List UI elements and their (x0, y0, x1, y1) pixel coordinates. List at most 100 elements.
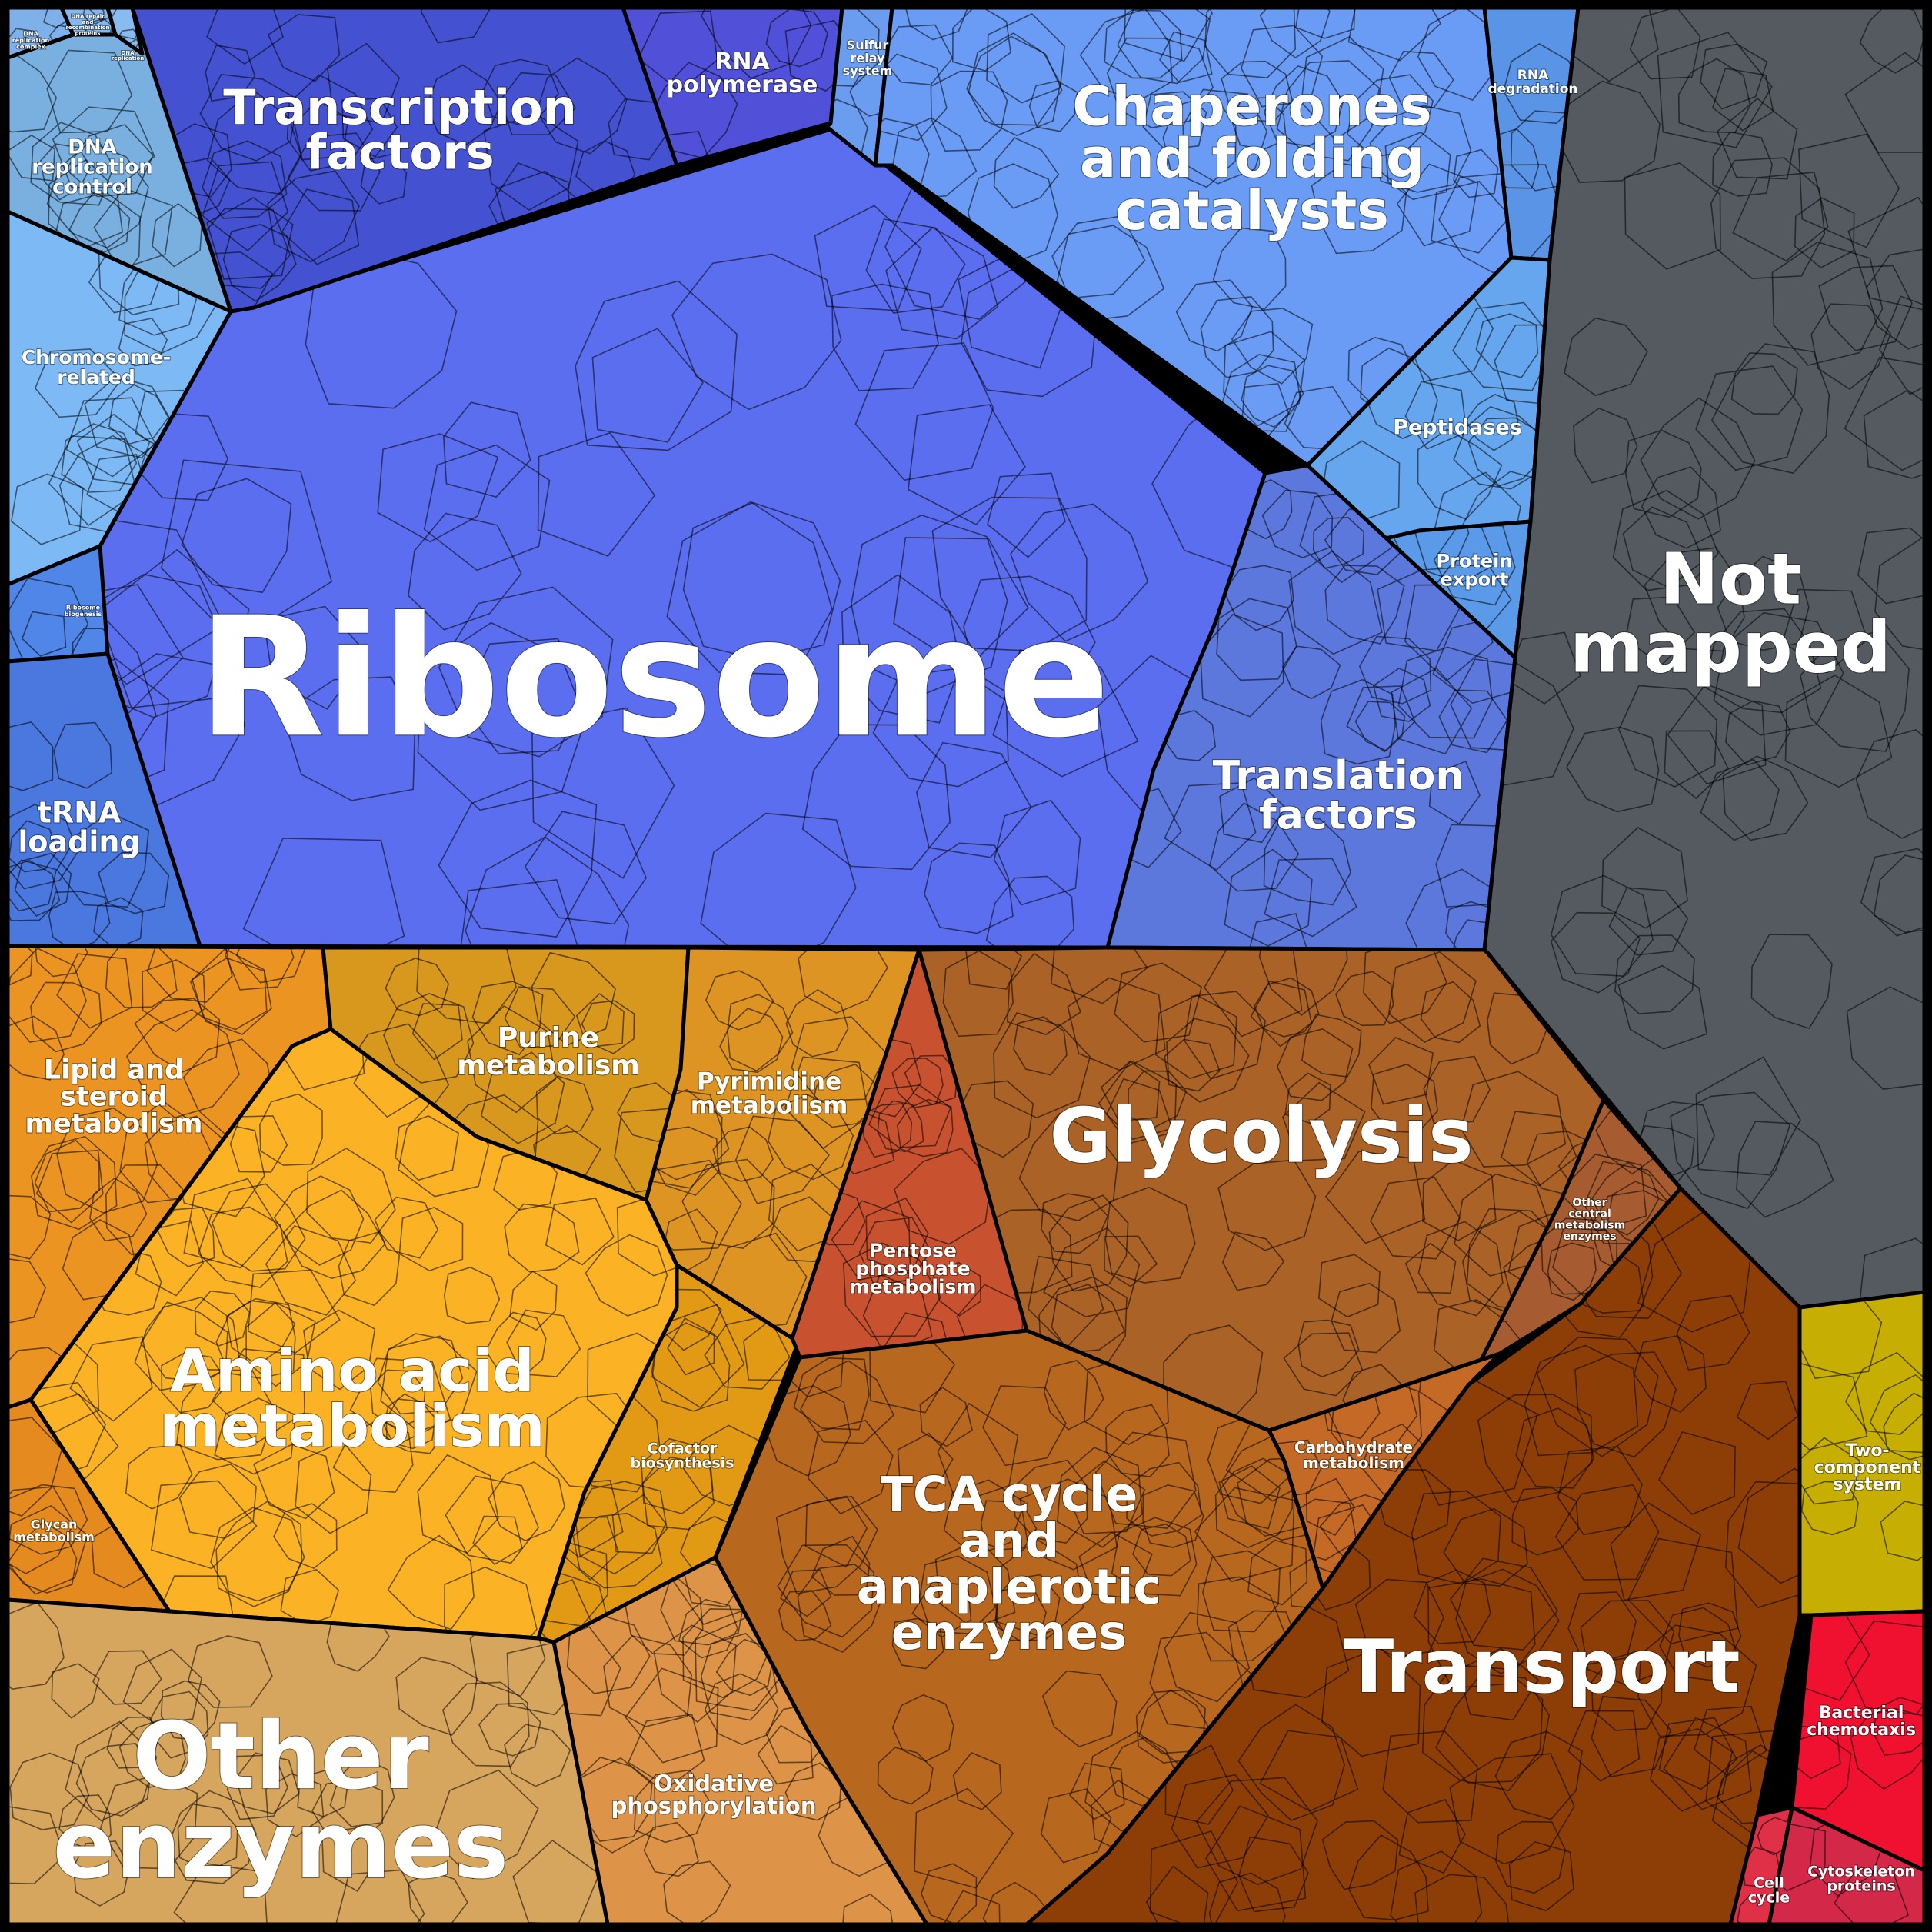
protein-tile (488, 1461, 565, 1541)
protein-tile (370, 1369, 426, 1430)
protein-tile (72, 1840, 131, 1907)
protein-tile (1637, 1624, 1757, 1737)
protein-tile (1321, 1647, 1421, 1757)
protein-tile (952, 1751, 1002, 1810)
protein-tile (1511, 1487, 1580, 1556)
protein-tile (1601, 827, 1688, 929)
protein-tile (125, 1008, 240, 1118)
protein-tile (1716, 98, 1798, 180)
protein-tile (377, 433, 499, 543)
protein-tile (1263, 65, 1344, 147)
protein-tile (1567, 1710, 1641, 1782)
protein-tile (8, 804, 78, 890)
protein-tile (1711, 1750, 1800, 1847)
protein-tile (1536, 1336, 1659, 1457)
protein-tile (61, 423, 138, 493)
protein-tile (1608, 887, 1689, 956)
label-cell-cycle: Cell cycle (1748, 1874, 1790, 1906)
protein-tile (1317, 1254, 1381, 1318)
protein-tile (1354, 1578, 1444, 1658)
protein-tile (1455, 1568, 1560, 1675)
protein-tile (1105, 1404, 1170, 1478)
protein-tiles-glycolysis (942, 948, 1681, 1427)
protein-tile (1566, 726, 1660, 813)
protein-tile (281, 188, 360, 265)
protein-tile (868, 1084, 951, 1148)
protein-tile (215, 1297, 296, 1379)
protein-tile (457, 879, 585, 950)
protein-tile (1612, 489, 1719, 591)
protein-tile (8, 1805, 65, 1885)
protein-tile (8, 1015, 65, 1081)
protein-tile (160, 1680, 221, 1741)
protein-tile (395, 1115, 459, 1181)
protein-tile (535, 1075, 594, 1135)
protein-tile (785, 988, 849, 1058)
protein-tile (504, 986, 576, 1049)
protein-tile (712, 1126, 774, 1182)
region-fill-transcription-factors (132, 8, 677, 311)
region-fill-bacterial-chemotaxis (1792, 1611, 1924, 1870)
protein-tile (1334, 971, 1394, 1027)
protein-tile (1219, 777, 1287, 844)
protein-tile (807, 1419, 894, 1515)
protein-tile (651, 1304, 745, 1409)
protein-tile (1384, 132, 1451, 201)
protein-tile (524, 811, 648, 925)
protein-tile (377, 1333, 464, 1415)
protein-tile (438, 779, 598, 938)
label-dna-replication: DNA replication (112, 50, 144, 62)
protein-tile (118, 1718, 186, 1788)
protein-tile (1220, 354, 1301, 432)
protein-tile (395, 1657, 478, 1736)
label-line: Protein (1437, 551, 1513, 572)
protein-tile (1205, 1805, 1307, 1912)
protein-tile (1247, 1539, 1308, 1606)
label-line: Peptidases (1393, 416, 1522, 440)
protein-tile (1547, 1242, 1597, 1301)
protein-tile (1657, 32, 1773, 148)
protein-tile (1331, 1377, 1423, 1473)
protein-tile (1111, 1517, 1198, 1597)
label-line: anaplerotic (857, 1558, 1161, 1614)
protein-tile (858, 1217, 932, 1286)
label-line: biogenesis (65, 611, 102, 618)
protein-tile (1105, 1078, 1173, 1141)
protein-tile (1700, 758, 1780, 841)
protein-tile (166, 1790, 258, 1884)
protein-tile (1670, 1091, 1791, 1210)
label-line: polymerase (667, 72, 818, 98)
protein-tile (1331, 1282, 1401, 1354)
protein-tile (438, 586, 614, 758)
protein-tile (51, 1663, 100, 1719)
label-line: Chaperones (1072, 75, 1432, 138)
label-line: export (1441, 569, 1509, 591)
protein-tile (8, 28, 42, 58)
protein-tile (1269, 1439, 1322, 1498)
label-other-central: Other central metabolism enzymes (1554, 1197, 1625, 1243)
region-fill-sulfur-relay (827, 8, 892, 165)
protein-tile (1164, 782, 1257, 871)
label-line: recombination (65, 25, 109, 31)
region-fill-other-enzymes (8, 1600, 608, 1924)
protein-tile (10, 473, 84, 545)
protein-tile (1717, 555, 1810, 651)
region-fill-tca-cycle (715, 1331, 1323, 1924)
protein-tile (84, 375, 174, 459)
protein-tile (1722, 755, 1809, 841)
protein-tile (287, 132, 381, 212)
protein-tile (65, 124, 154, 198)
protein-tile (893, 537, 1029, 671)
protein-tile (181, 478, 292, 594)
protein-tile (1126, 1461, 1202, 1537)
protein-tile (89, 1177, 148, 1242)
protein-tile (1591, 1650, 1664, 1731)
label-transcription-factors: Transcription factors (223, 79, 577, 181)
protein-tile (995, 1574, 1061, 1644)
protein-tile (1142, 91, 1208, 151)
label-pentose-phosphate: Pentose phosphate metabolism (850, 1239, 977, 1297)
region-fill-transport (1027, 1188, 1800, 1924)
